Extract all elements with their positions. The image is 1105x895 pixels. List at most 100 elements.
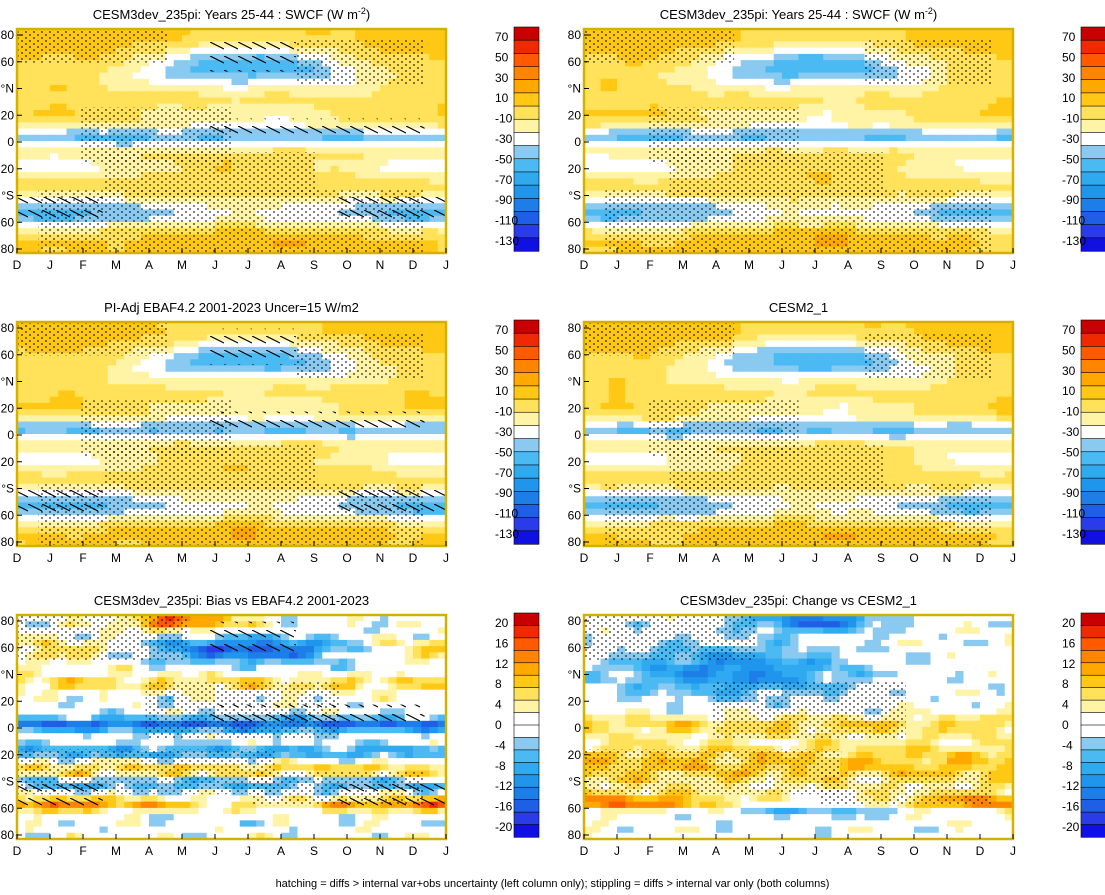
colorbar-swatch <box>513 158 540 173</box>
heatmap-cell <box>996 221 1006 229</box>
heatmap-cell <box>41 359 51 367</box>
heatmap-cell <box>650 60 659 67</box>
heatmap-cell <box>363 103 373 111</box>
heatmap-cell <box>617 128 626 136</box>
heatmap-cell <box>215 390 224 398</box>
heatmap-cell <box>963 178 973 186</box>
heatmap-cell <box>839 35 849 43</box>
heatmap-cell <box>388 141 398 148</box>
heatmap-cell <box>922 165 932 173</box>
heatmap-cell <box>157 390 167 398</box>
heatmap-cell <box>74 477 84 485</box>
heatmap-cell <box>25 178 35 186</box>
heatmap-cell <box>388 159 398 167</box>
heatmap-cell <box>157 66 167 74</box>
heatmap-cell <box>33 446 43 454</box>
heatmap-cell <box>149 378 158 385</box>
heatmap-cell <box>641 134 651 142</box>
heatmap-cell <box>421 122 431 130</box>
heatmap-cell <box>922 91 932 99</box>
heatmap-cell <box>25 353 35 360</box>
heatmap-cell <box>297 97 307 105</box>
heatmap-cell <box>683 60 692 67</box>
heatmap-cell <box>592 165 602 173</box>
heatmap-cell <box>173 378 183 385</box>
heatmap-cell <box>58 409 68 416</box>
heatmap-cell <box>437 240 447 248</box>
heatmap-cell <box>33 116 43 123</box>
heatmap-cell <box>633 165 643 173</box>
heatmap-cell <box>421 234 431 242</box>
heatmap-cell <box>889 91 899 99</box>
stipple-overlay <box>584 29 992 253</box>
heatmap-cell <box>91 184 101 192</box>
heatmap-cell <box>83 465 92 472</box>
heatmap-cell <box>396 103 406 111</box>
chart-title: CESM3dev_235pi: Years 25-44 : SWCF (W m-… <box>660 6 938 22</box>
heatmap-cell <box>41 378 51 385</box>
heatmap-cell <box>897 35 907 43</box>
heatmap-cell <box>83 471 92 479</box>
heatmap-cell <box>641 159 651 167</box>
heatmap-cell <box>371 147 381 155</box>
heatmap-cell <box>305 97 315 105</box>
heatmap-cell <box>140 359 150 367</box>
heatmap-cell <box>17 128 26 136</box>
heatmap-cell <box>897 184 907 192</box>
heatmap-cell <box>625 184 635 192</box>
heatmap-cell <box>740 29 750 36</box>
heatmap-cell <box>806 109 816 117</box>
heatmap-cell <box>140 78 150 86</box>
heatmap-cell <box>33 384 43 392</box>
heatmap-cell <box>66 402 76 410</box>
heatmap-cell <box>584 72 593 80</box>
heatmap-cell <box>600 66 610 74</box>
colorbar-swatch <box>513 105 540 120</box>
heatmap-cell <box>429 66 439 74</box>
heatmap-cell <box>815 116 824 123</box>
colorbar-swatch <box>513 145 540 160</box>
heatmap-cell <box>592 60 602 67</box>
heatmap-cell <box>17 353 26 360</box>
heatmap-cell <box>437 221 447 229</box>
heatmap-cell <box>165 396 175 404</box>
heatmap-cell <box>633 85 643 92</box>
heatmap-cell <box>421 78 431 86</box>
heatmap-cell <box>641 97 651 105</box>
heatmap-cell <box>947 91 956 99</box>
heatmap-cell <box>239 390 249 398</box>
colorbar-label: 30 <box>1062 71 1076 85</box>
heatmap-cell <box>757 29 767 36</box>
x-tick-label: M <box>678 258 688 272</box>
heatmap-cell <box>963 141 973 148</box>
heatmap-cell <box>165 384 175 392</box>
heatmap-cell <box>429 41 439 49</box>
heatmap-cell <box>584 116 593 123</box>
heatmap-cell <box>25 72 35 80</box>
heatmap-cell <box>25 402 35 410</box>
heatmap-cell <box>198 359 208 367</box>
heatmap-cell <box>91 477 101 485</box>
heatmap-cell <box>815 134 824 142</box>
heatmap-cell <box>289 134 299 142</box>
heatmap-cell <box>190 328 200 336</box>
heatmap-cell <box>625 72 635 80</box>
heatmap-cell <box>41 141 51 148</box>
heatmap-cell <box>107 78 117 86</box>
heatmap-cell <box>355 147 365 155</box>
heatmap-cell <box>25 184 35 192</box>
heatmap-cell <box>314 172 323 179</box>
heatmap-cell <box>889 109 899 117</box>
heatmap-cell <box>182 103 191 111</box>
heatmap-cell <box>806 60 816 67</box>
heatmap-cell <box>798 97 808 105</box>
heatmap-cell <box>190 29 200 36</box>
heatmap-cell <box>608 97 618 105</box>
x-tick-label: N <box>376 258 385 272</box>
heatmap-cell <box>50 60 59 67</box>
heatmap-cell <box>905 103 915 111</box>
heatmap-cell <box>782 53 791 61</box>
heatmap-cell <box>17 421 26 429</box>
heatmap-cell <box>716 97 725 105</box>
heatmap-cell <box>83 396 92 404</box>
